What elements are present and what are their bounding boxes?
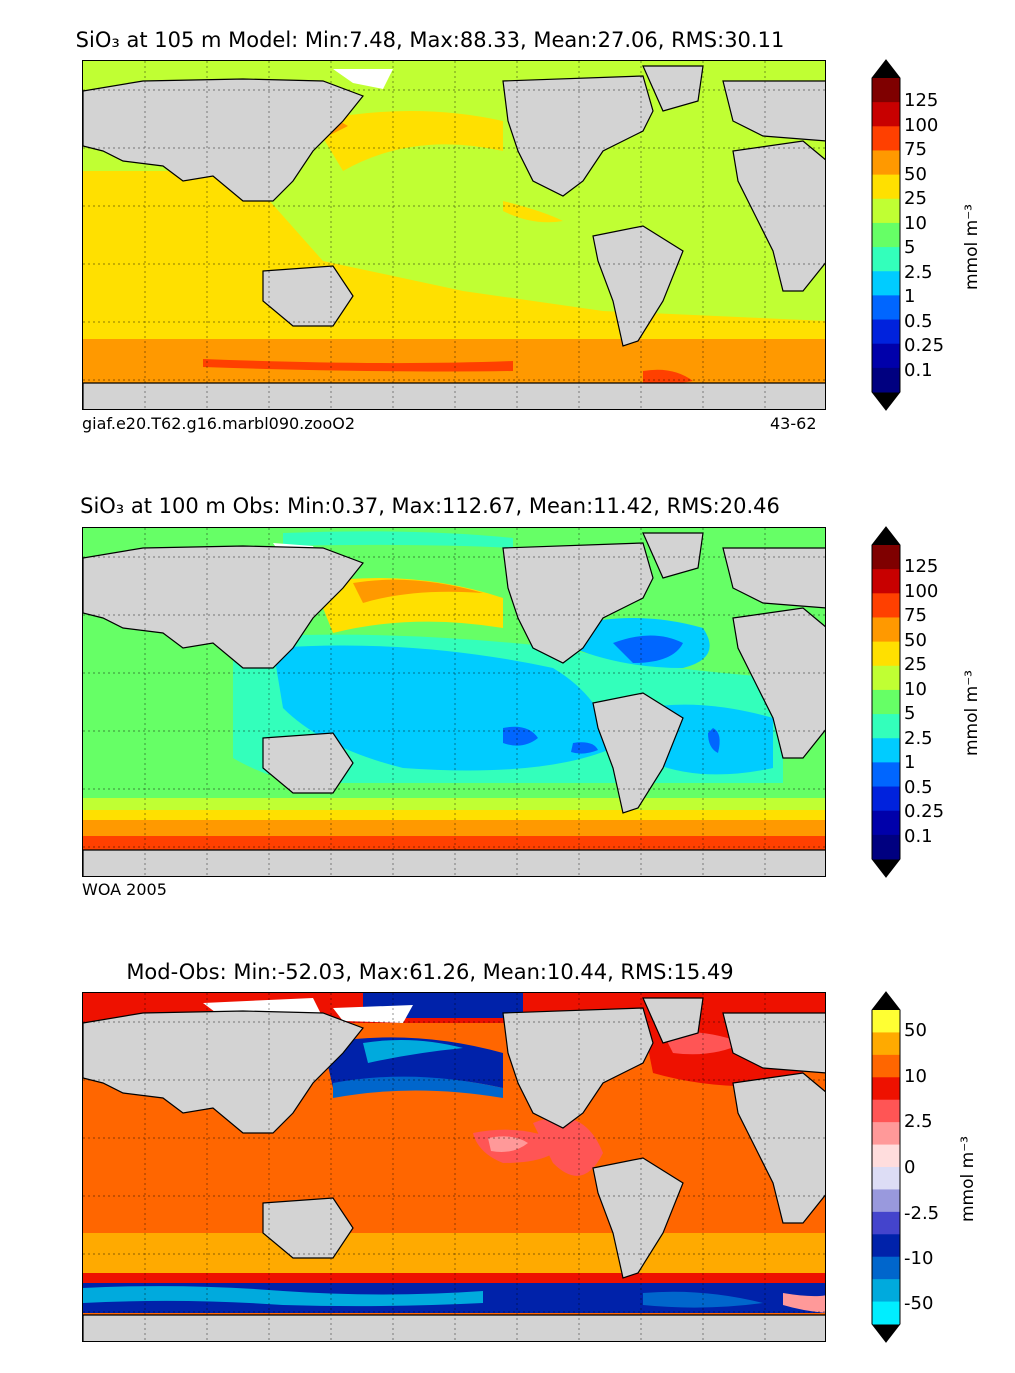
obs-cb-label: 75 bbox=[904, 605, 927, 626]
obs-cb-label: 100 bbox=[904, 581, 939, 602]
model-cb-label: 5 bbox=[904, 237, 916, 258]
diff-panel-title: Mod-Obs: Min:-52.03, Max:61.26, Mean:10.… bbox=[126, 960, 734, 984]
obs-cb-label: 0.1 bbox=[904, 826, 933, 847]
obs-cb-label: 1 bbox=[904, 752, 916, 773]
colorbar-segment bbox=[872, 1279, 900, 1303]
colorbar-segment bbox=[872, 319, 900, 345]
colorbar-segment bbox=[872, 1099, 900, 1123]
colorbar-segment bbox=[872, 150, 900, 176]
obs-cb-label: 25 bbox=[904, 654, 927, 675]
colorbar-segment bbox=[872, 1256, 900, 1280]
colorbar-outline bbox=[871, 59, 901, 411]
model-cb-label: 10 bbox=[904, 213, 927, 234]
colorbar-outline bbox=[871, 991, 901, 1343]
colorbar-segment bbox=[872, 343, 900, 369]
diff-map bbox=[82, 992, 826, 1342]
model-cb-label: 50 bbox=[904, 164, 927, 185]
colorbar-segment bbox=[872, 1010, 900, 1033]
obs-cb-label: 10 bbox=[904, 679, 927, 700]
obs-cb-label: 125 bbox=[904, 556, 939, 577]
model-panel-title: SiO₃ at 105 m Model: Min:7.48, Max:88.33… bbox=[75, 28, 785, 52]
diff-colorbar bbox=[871, 991, 901, 1343]
colorbar-segment bbox=[872, 545, 900, 570]
obs-unit-label: mmol m⁻³ bbox=[962, 670, 982, 756]
colorbar-extend-max bbox=[872, 527, 900, 545]
obs-colorbar bbox=[871, 526, 901, 878]
colorbar-segment bbox=[872, 1167, 900, 1190]
colorbar-extend-min bbox=[872, 859, 900, 877]
colorbar-segment bbox=[872, 174, 900, 200]
colorbar-segment bbox=[872, 295, 900, 321]
colorbar-segment bbox=[872, 1054, 900, 1078]
colorbar-extend-min bbox=[872, 392, 900, 410]
model-cb-label: 0.25 bbox=[904, 335, 945, 356]
model-cb-label: 0.1 bbox=[904, 360, 933, 381]
obs-cb-label: 0.5 bbox=[904, 777, 933, 798]
obs-cb-label: 0.25 bbox=[904, 801, 945, 822]
colorbar-extend-max bbox=[872, 992, 900, 1010]
model-unit-label: mmol m⁻³ bbox=[962, 204, 982, 290]
diff-cb-label: -50 bbox=[904, 1293, 934, 1314]
diff-cb-label: 10 bbox=[904, 1066, 927, 1087]
diff-cb-label: -10 bbox=[904, 1248, 934, 1269]
model-map bbox=[82, 60, 826, 410]
colorbar-segment bbox=[872, 665, 900, 691]
model-cb-label: 125 bbox=[904, 90, 939, 111]
colorbar-segment bbox=[872, 1144, 900, 1168]
colorbar-segment bbox=[872, 1234, 900, 1258]
obs-footer-left: WOA 2005 bbox=[82, 880, 167, 899]
obs-panel-title: SiO₃ at 100 m Obs: Min:0.37, Max:112.67,… bbox=[80, 494, 780, 518]
model-cb-label: 75 bbox=[904, 139, 927, 160]
colorbar-segment bbox=[872, 617, 900, 643]
diff-cb-label: 50 bbox=[904, 1020, 927, 1041]
colorbar-segment bbox=[872, 271, 900, 296]
model-footer-right: 43-62 bbox=[770, 414, 817, 433]
model-cb-label: 0.5 bbox=[904, 311, 933, 332]
colorbar-segment bbox=[872, 126, 900, 151]
colorbar-segment bbox=[872, 198, 900, 224]
colorbar-outline bbox=[871, 526, 901, 878]
obs-cb-label: 2.5 bbox=[904, 728, 933, 749]
colorbar-segment bbox=[872, 102, 900, 127]
colorbar-extend-max bbox=[872, 60, 900, 78]
colorbar-segment bbox=[872, 78, 900, 103]
colorbar-extend-min bbox=[872, 1324, 900, 1342]
obs-cb-label: 50 bbox=[904, 630, 927, 651]
colorbar-segment bbox=[872, 689, 900, 715]
colorbar-segment bbox=[872, 1122, 900, 1146]
colorbar-segment bbox=[872, 762, 900, 788]
colorbar-segment bbox=[872, 810, 900, 836]
model-cb-label: 2.5 bbox=[904, 262, 933, 283]
colorbar-segment bbox=[872, 1077, 900, 1101]
model-cb-label: 100 bbox=[904, 115, 939, 136]
diff-cb-label: 2.5 bbox=[904, 1111, 933, 1132]
colorbar-segment bbox=[872, 1301, 900, 1325]
colorbar-segment bbox=[872, 569, 900, 594]
colorbar-segment bbox=[872, 1211, 900, 1235]
obs-map bbox=[82, 527, 826, 877]
colorbar-segment bbox=[872, 1189, 900, 1213]
colorbar-segment bbox=[872, 738, 900, 763]
colorbar-segment bbox=[872, 714, 900, 739]
model-colorbar bbox=[871, 59, 901, 411]
colorbar-segment bbox=[872, 222, 900, 248]
colorbar-segment bbox=[872, 593, 900, 618]
diff-unit-label: mmol m⁻³ bbox=[958, 1136, 978, 1222]
colorbar-segment bbox=[872, 641, 900, 667]
diff-cb-label: -2.5 bbox=[904, 1203, 940, 1224]
obs-cb-label: 5 bbox=[904, 703, 916, 724]
model-footer-left: giaf.e20.T62.g16.marbl090.zooO2 bbox=[82, 414, 356, 433]
colorbar-segment bbox=[872, 367, 900, 393]
model-cb-label: 25 bbox=[904, 188, 927, 209]
colorbar-segment bbox=[872, 1032, 900, 1056]
colorbar-segment bbox=[872, 786, 900, 812]
colorbar-segment bbox=[872, 834, 900, 860]
diff-cb-label: 0 bbox=[904, 1157, 916, 1178]
colorbar-segment bbox=[872, 247, 900, 272]
model-cb-label: 1 bbox=[904, 286, 916, 307]
